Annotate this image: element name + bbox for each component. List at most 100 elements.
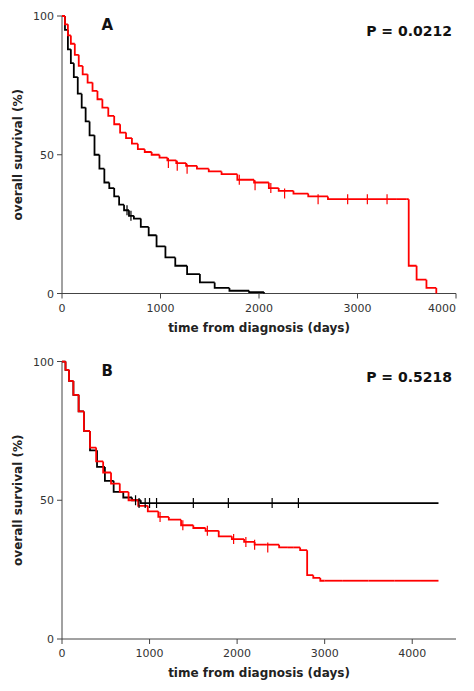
step-segment bbox=[152, 152, 160, 155]
censor-tick bbox=[207, 526, 208, 536]
step-segment bbox=[249, 291, 264, 292]
step-segment bbox=[104, 169, 109, 183]
censor-tick bbox=[193, 498, 194, 508]
step-segment bbox=[114, 481, 124, 492]
p-value: P = 0.0212 bbox=[366, 23, 452, 39]
censor-tick bbox=[138, 498, 139, 508]
step-segment bbox=[395, 580, 421, 582]
step-segment bbox=[342, 580, 368, 582]
censor-tick bbox=[186, 164, 187, 174]
y-tick bbox=[57, 361, 62, 362]
step-segment bbox=[79, 395, 84, 412]
step-segment bbox=[229, 288, 249, 291]
step-segment bbox=[348, 198, 368, 200]
step-segment bbox=[197, 166, 209, 169]
step-segment bbox=[293, 191, 308, 194]
survival-curve bbox=[62, 362, 438, 581]
step-segment bbox=[328, 196, 348, 199]
step-segment bbox=[279, 188, 294, 191]
panel-label: A bbox=[101, 16, 113, 34]
x-tick bbox=[149, 639, 150, 644]
step-segment bbox=[114, 116, 120, 124]
censor-marks bbox=[160, 512, 268, 553]
censor-tick bbox=[233, 534, 234, 544]
step-segment bbox=[69, 370, 73, 381]
step-segment bbox=[325, 580, 343, 582]
censor-tick bbox=[168, 158, 169, 168]
censor-marks bbox=[136, 495, 299, 508]
x-tick-label: 3000 bbox=[311, 647, 339, 660]
y-tick bbox=[57, 639, 62, 640]
step-segment bbox=[99, 155, 104, 169]
step-segment bbox=[263, 292, 265, 293]
step-segment bbox=[83, 66, 88, 74]
step-segment bbox=[160, 155, 168, 158]
step-segment bbox=[73, 381, 78, 395]
step-segment bbox=[426, 280, 436, 288]
censor-tick bbox=[267, 542, 268, 552]
step-segment bbox=[126, 133, 132, 139]
censor-tick bbox=[177, 161, 178, 171]
censor-marks bbox=[127, 205, 131, 221]
step-segment bbox=[84, 411, 90, 430]
step-segment bbox=[307, 550, 313, 575]
step-segment bbox=[71, 35, 75, 43]
y-tick-label: 100 bbox=[33, 10, 54, 23]
step-segment bbox=[102, 99, 108, 107]
x-tick bbox=[412, 639, 413, 644]
step-segment bbox=[103, 461, 111, 472]
step-segment bbox=[90, 121, 95, 135]
step-segment bbox=[120, 484, 129, 492]
step-segment bbox=[313, 575, 320, 578]
x-tick bbox=[456, 294, 457, 299]
y-tick bbox=[57, 293, 62, 294]
step-segment bbox=[69, 370, 73, 381]
step-segment bbox=[68, 24, 71, 35]
step-segment bbox=[105, 467, 114, 481]
step-segment bbox=[86, 108, 90, 122]
p-value: P = 0.5218 bbox=[366, 369, 452, 385]
step-segment bbox=[200, 274, 215, 282]
step-segment bbox=[421, 580, 439, 582]
x-tick bbox=[160, 294, 161, 299]
step-segment bbox=[114, 188, 119, 196]
step-segment bbox=[219, 531, 232, 537]
step-segment bbox=[88, 74, 93, 82]
step-segment bbox=[90, 431, 96, 448]
step-segment bbox=[66, 362, 70, 370]
y-tick-label: 0 bbox=[47, 633, 54, 646]
step-segment bbox=[84, 411, 90, 430]
step-segment bbox=[387, 198, 397, 200]
step-segment bbox=[79, 55, 83, 66]
step-segment bbox=[417, 266, 427, 280]
censor-tick bbox=[149, 498, 150, 508]
x-axis-label: time from diagnosis (days) bbox=[168, 666, 350, 680]
step-segment bbox=[75, 44, 79, 55]
step-segment bbox=[397, 198, 407, 200]
censor-tick bbox=[386, 194, 387, 204]
step-segment bbox=[193, 525, 205, 528]
x-axis-line bbox=[62, 639, 456, 640]
panel-label: B bbox=[101, 362, 112, 380]
step-segment bbox=[368, 580, 394, 582]
censor-tick bbox=[126, 205, 127, 215]
x-tick bbox=[237, 639, 238, 644]
x-tick bbox=[324, 639, 325, 644]
x-tick-label: 2000 bbox=[245, 302, 273, 315]
step-segment bbox=[71, 49, 74, 63]
plot-area bbox=[62, 16, 436, 294]
step-segment bbox=[175, 257, 187, 265]
censor-tick bbox=[254, 540, 255, 550]
step-segment bbox=[95, 135, 100, 154]
x-tick bbox=[357, 294, 358, 299]
x-tick bbox=[259, 294, 260, 299]
x-tick bbox=[62, 294, 63, 299]
y-tick-label: 50 bbox=[40, 494, 54, 507]
censor-tick bbox=[145, 498, 146, 508]
panel: 01000200030004000050100time from diagnos… bbox=[11, 10, 456, 335]
censor-tick bbox=[182, 520, 183, 530]
step-segment bbox=[90, 431, 97, 450]
x-tick-label: 2000 bbox=[223, 647, 251, 660]
plot-area bbox=[62, 362, 438, 581]
y-axis-label: overall survival (%) bbox=[11, 435, 25, 566]
